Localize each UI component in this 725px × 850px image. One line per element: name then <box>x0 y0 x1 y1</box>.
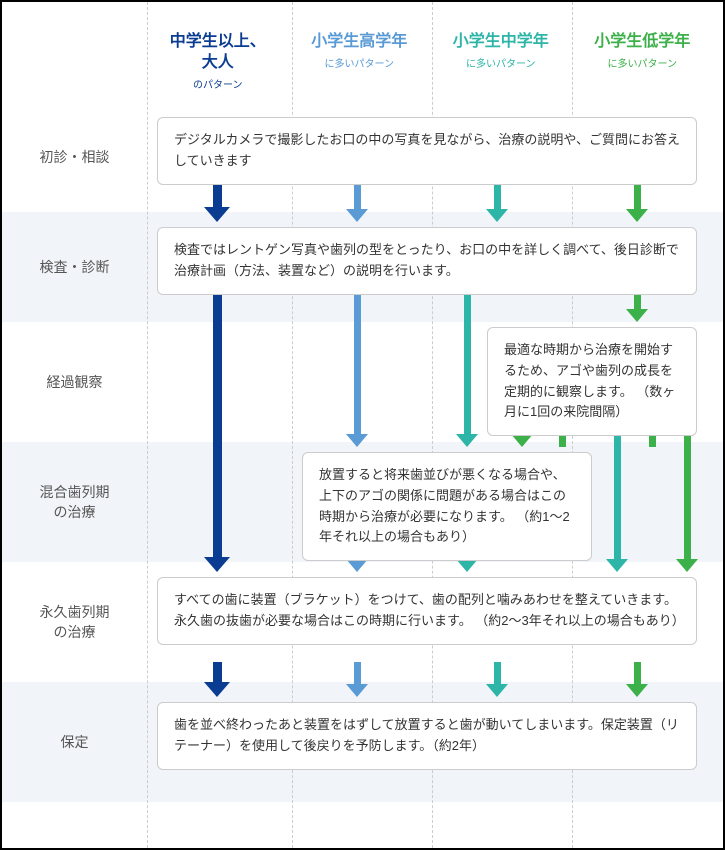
stage-label-4: 永久歯列期の治療 <box>12 562 137 682</box>
stage-label-2: 経過観察 <box>12 322 137 442</box>
header-col-2: 小学生中学年に多いパターン <box>430 32 572 91</box>
header-row: 中学生以上、大人のパターン小学生高学年に多いパターン小学生中学年に多いパターン小… <box>147 32 713 91</box>
header-sub: に多いパターン <box>577 55 709 70</box>
header-title: 小学生中学年 <box>435 32 567 53</box>
header-col-1: 小学生高学年に多いパターン <box>289 32 431 91</box>
content-box-b3: 最適な時期から治療を開始するため、アゴや歯列の成長を定期的に観察します。 （数ヶ… <box>487 327 697 436</box>
stage-label-5: 保定 <box>12 682 137 802</box>
content-box-b2: 検査ではレントゲン写真や歯列の型をとったり、お口の中を詳しく調べて、後日診断で治… <box>157 227 697 295</box>
stage-label-0: 初診・相談 <box>12 102 137 212</box>
stage-label-1: 検査・診断 <box>12 212 137 322</box>
header-col-3: 小学生低学年に多いパターン <box>572 32 714 91</box>
header-col-0: 中学生以上、大人のパターン <box>147 32 289 91</box>
header-sub: に多いパターン <box>294 55 426 70</box>
flowchart-container: 中学生以上、大人のパターン小学生高学年に多いパターン小学生中学年に多いパターン小… <box>0 0 725 850</box>
content-box-b5: すべての歯に装置（ブラケット）をつけて、歯の配列と噛みあわせを整えていきます。永… <box>157 577 697 645</box>
content-box-b6: 歯を並べ終わったあと装置をはずして放置すると歯が動いてしまいます。保定装置（リテ… <box>157 702 697 770</box>
stage-label-3: 混合歯列期の治療 <box>12 442 137 562</box>
header-sub: に多いパターン <box>435 55 567 70</box>
header-title: 小学生高学年 <box>294 32 426 53</box>
content-box-b4: 放置すると将来歯並びが悪くなる場合や、上下のアゴの関係に問題がある場合はこの時期… <box>302 452 592 561</box>
header-sub: のパターン <box>152 76 284 91</box>
header-title: 小学生低学年 <box>577 32 709 53</box>
header-title: 中学生以上、大人 <box>152 32 284 74</box>
vertical-divider <box>147 2 148 848</box>
content-box-b1: デジタルカメラで撮影したお口の中の写真を見ながら、治療の説明や、ご質問にお答えし… <box>157 117 697 185</box>
